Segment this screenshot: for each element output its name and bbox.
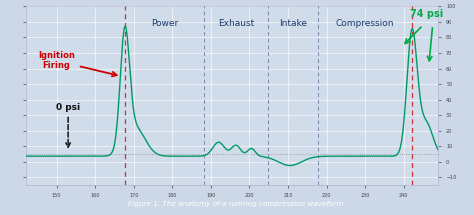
Text: Exhaust: Exhaust bbox=[218, 19, 254, 28]
Text: Power: Power bbox=[151, 19, 178, 28]
Text: Ignition
Firing: Ignition Firing bbox=[38, 51, 117, 76]
Text: 74 psi: 74 psi bbox=[410, 9, 444, 19]
Text: Figure 1: The anatomy of a running compression waveform.: Figure 1: The anatomy of a running compr… bbox=[128, 201, 346, 207]
Text: 0 psi: 0 psi bbox=[56, 103, 80, 147]
Text: Compression: Compression bbox=[336, 19, 394, 28]
Text: Intake: Intake bbox=[279, 19, 307, 28]
